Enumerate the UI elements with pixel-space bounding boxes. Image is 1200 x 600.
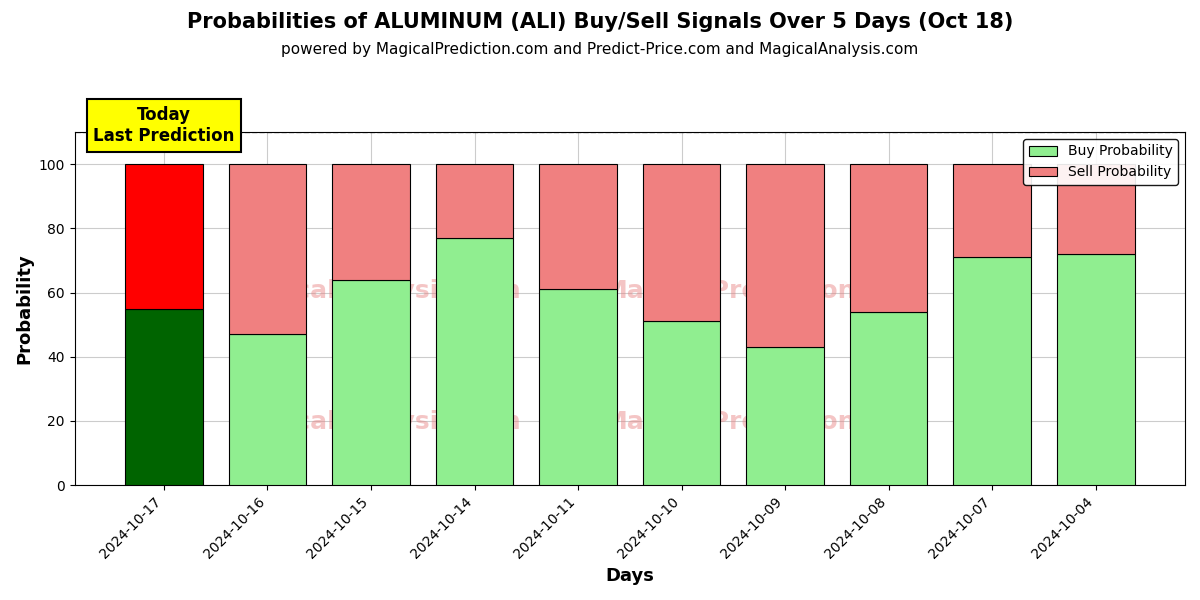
- Bar: [953, 164, 1031, 257]
- Bar: [539, 289, 617, 485]
- Text: Probabilities of ALUMINUM (ALI) Buy/Sell Signals Over 5 Days (Oct 18): Probabilities of ALUMINUM (ALI) Buy/Sell…: [187, 12, 1013, 32]
- Text: MagicalPrediction.com: MagicalPrediction.com: [602, 279, 924, 303]
- Bar: [746, 347, 824, 485]
- Bar: [125, 164, 203, 308]
- Bar: [436, 164, 514, 238]
- Text: Today
Last Prediction: Today Last Prediction: [94, 106, 235, 145]
- Text: MagicalAnalysis.com: MagicalAnalysis.com: [228, 279, 521, 303]
- Text: MagicalPrediction.com: MagicalPrediction.com: [602, 410, 924, 434]
- Bar: [953, 257, 1031, 485]
- Bar: [1057, 164, 1134, 254]
- Bar: [643, 164, 720, 322]
- Legend: Buy Probability, Sell Probability: Buy Probability, Sell Probability: [1024, 139, 1178, 185]
- X-axis label: Days: Days: [605, 567, 654, 585]
- Bar: [229, 334, 306, 485]
- Bar: [850, 312, 928, 485]
- Text: MagicalAnalysis.com: MagicalAnalysis.com: [228, 410, 521, 434]
- Bar: [746, 164, 824, 347]
- Bar: [1057, 254, 1134, 485]
- Bar: [125, 308, 203, 485]
- Bar: [436, 238, 514, 485]
- Bar: [332, 164, 410, 280]
- Bar: [850, 164, 928, 312]
- Text: powered by MagicalPrediction.com and Predict-Price.com and MagicalAnalysis.com: powered by MagicalPrediction.com and Pre…: [281, 42, 919, 57]
- Bar: [229, 164, 306, 334]
- Bar: [643, 322, 720, 485]
- Bar: [539, 164, 617, 289]
- Bar: [332, 280, 410, 485]
- Y-axis label: Probability: Probability: [16, 253, 34, 364]
